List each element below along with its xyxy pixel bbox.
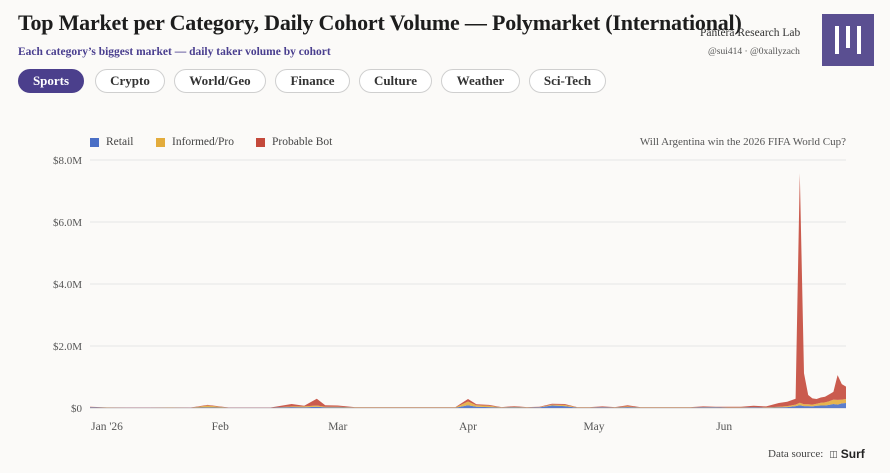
x-tick-label: Feb <box>212 421 230 433</box>
legend-swatch-bot <box>256 137 265 147</box>
y-tick-label: $8.0M <box>53 155 82 167</box>
tab-culture[interactable]: Culture <box>359 69 432 93</box>
x-tick-label: Jan '26 <box>91 421 123 433</box>
data-source: Data source: ◫ Surf <box>768 447 865 461</box>
x-tick-label: May <box>583 421 604 433</box>
legend-item-retail[interactable]: Retail <box>90 136 133 148</box>
surf-brand: Surf <box>840 447 865 461</box>
author-handles: @sui414 · @0xallyzach <box>708 47 800 57</box>
y-tick-label: $4.0M <box>53 279 82 291</box>
tab-finance[interactable]: Finance <box>275 69 350 93</box>
y-tick-label: $2.0M <box>53 341 82 353</box>
legend-label-bot: Probable Bot <box>272 136 333 148</box>
surf-logo-icon: ◫ <box>829 448 838 459</box>
y-tick-label: $0 <box>71 403 83 415</box>
area-bot <box>90 173 846 408</box>
legend-item-bot[interactable]: Probable Bot <box>256 136 332 148</box>
x-axis-ticks: Jan '26 Feb Mar Apr May Jun <box>91 421 732 433</box>
legend-label-informed: Informed/Pro <box>172 136 234 148</box>
area-retail <box>90 403 846 408</box>
legend-label-retail: Retail <box>106 136 134 148</box>
tab-sci-tech[interactable]: Sci-Tech <box>529 69 606 93</box>
legend-swatch-informed <box>156 137 165 147</box>
chart-title: Top Market per Category, Daily Cohort Vo… <box>18 10 742 35</box>
x-tick-label: Mar <box>328 421 347 433</box>
tab-world-geo[interactable]: World/Geo <box>174 69 266 93</box>
legend-swatch-retail <box>90 137 99 147</box>
tab-sports[interactable]: Sports <box>18 69 84 93</box>
x-tick-label: Jun <box>716 421 732 433</box>
x-tick-label: Apr <box>459 421 477 433</box>
y-tick-label: $6.0M <box>53 217 82 229</box>
area-informed <box>90 399 846 408</box>
tab-weather[interactable]: Weather <box>441 69 520 93</box>
tab-crypto[interactable]: Crypto <box>95 69 165 93</box>
stacked-areas <box>90 173 846 408</box>
org-name: Pantera Research Lab <box>700 27 801 39</box>
market-question: Will Argentina win the 2026 FIFA World C… <box>639 136 846 148</box>
data-source-label: Data source: <box>768 448 824 460</box>
pantera-logo <box>822 14 874 66</box>
legend-item-informed[interactable]: Informed/Pro <box>156 136 234 148</box>
grid-lines <box>90 159 846 409</box>
y-axis-ticks: $0 $2.0M $4.0M $6.0M $8.0M <box>53 155 83 415</box>
chart-subtitle: Each category’s biggest market — daily t… <box>18 46 331 58</box>
